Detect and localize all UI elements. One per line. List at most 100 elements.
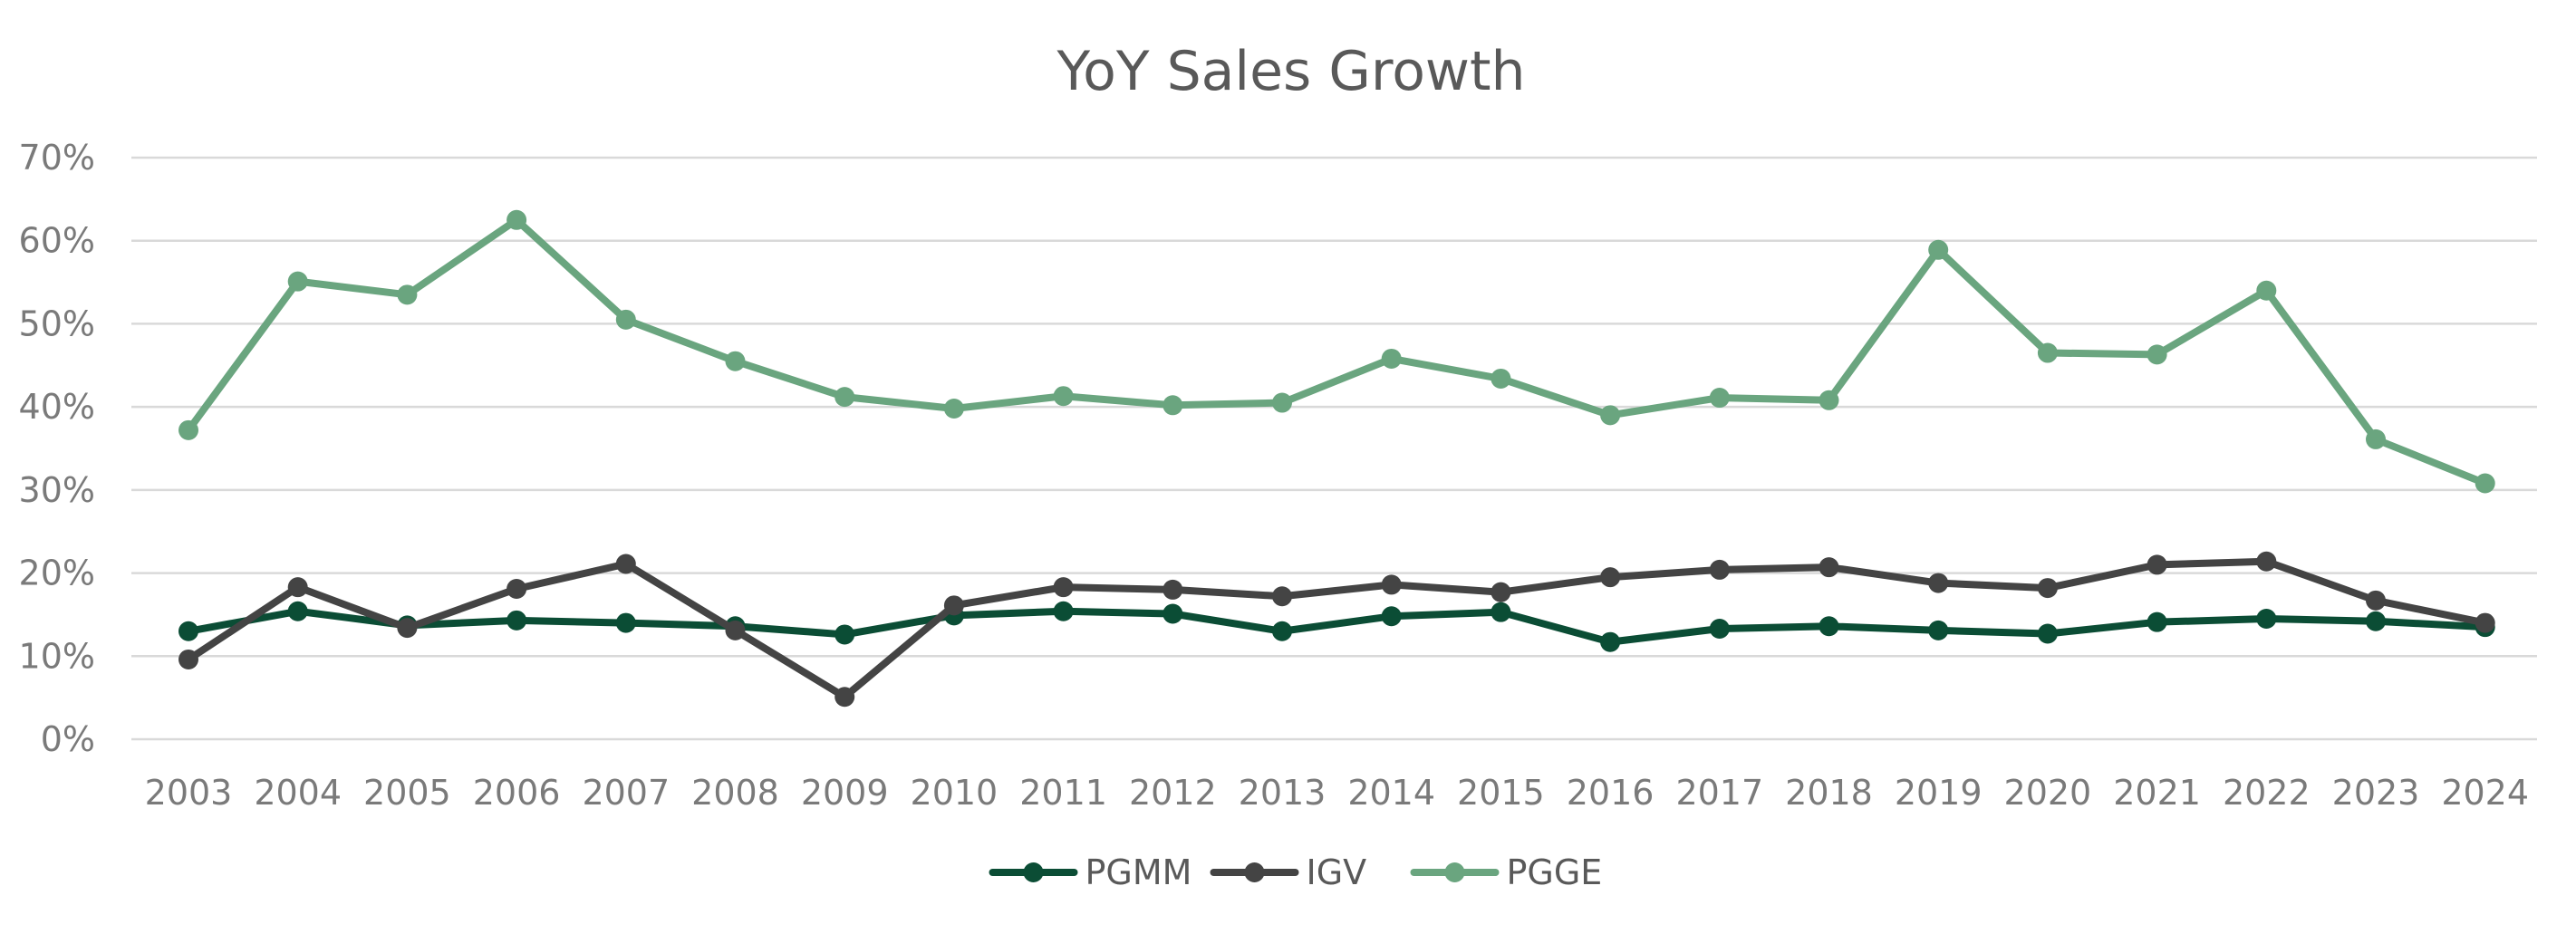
data-point-pgge xyxy=(1272,392,1292,413)
data-point-pgge xyxy=(507,209,527,230)
data-point-pgge xyxy=(1819,390,1839,410)
data-point-pgmm xyxy=(1600,631,1621,652)
x-tick-label: 2020 xyxy=(2004,773,2092,813)
x-tick-label: 2021 xyxy=(2113,773,2201,813)
data-point-igv xyxy=(1381,574,1402,595)
x-tick-label: 2005 xyxy=(363,773,451,813)
data-point-igv xyxy=(2366,590,2386,611)
data-point-igv xyxy=(397,618,418,639)
data-point-pgge xyxy=(2037,342,2058,363)
data-point-pgmm xyxy=(835,624,855,645)
x-tick-label: 2014 xyxy=(1347,773,1435,813)
x-tick-label: 2003 xyxy=(145,773,233,813)
data-point-pgmm xyxy=(1709,619,1730,640)
data-point-pgmm xyxy=(287,601,308,621)
data-point-pgmm xyxy=(1053,601,1074,621)
data-point-igv xyxy=(1053,577,1074,598)
x-tick-label: 2013 xyxy=(1239,773,1327,813)
data-point-igv xyxy=(507,578,527,599)
data-point-pgge xyxy=(615,309,636,330)
x-tick-label: 2022 xyxy=(2223,773,2311,813)
data-point-pgmm xyxy=(1491,602,1511,622)
data-point-pgmm xyxy=(2037,623,2058,644)
series-igv xyxy=(178,551,2495,708)
data-point-igv xyxy=(2147,554,2167,575)
x-tick-label: 2023 xyxy=(2332,773,2420,813)
data-point-pgge xyxy=(1053,386,1074,407)
data-point-pgge xyxy=(2256,280,2277,301)
x-tick-label: 2006 xyxy=(473,773,561,813)
x-tick-label: 2024 xyxy=(2441,773,2529,813)
data-point-igv xyxy=(1928,573,1949,593)
data-point-pgge xyxy=(287,271,308,292)
data-point-pgmm xyxy=(1163,603,1183,624)
legend-item-igv: IGV xyxy=(1210,852,1367,892)
x-axis: 2003 2004 2005 2006 2007 2008 2009 2010 2011 2012… xyxy=(145,773,2529,813)
series-line-pgge xyxy=(185,216,2489,487)
data-point-pgge xyxy=(1709,388,1730,409)
data-point-pgge xyxy=(178,419,198,440)
data-point-igv xyxy=(2256,551,2277,572)
data-point-pgmm xyxy=(1819,616,1839,637)
data-point-pgge xyxy=(397,284,418,305)
data-point-pgge xyxy=(2366,428,2386,449)
data-point-igv xyxy=(943,595,964,616)
data-point-igv xyxy=(1600,567,1621,588)
y-tick-label: 0% xyxy=(41,719,95,759)
data-point-igv xyxy=(1163,579,1183,600)
y-tick-label: 20% xyxy=(19,554,95,593)
data-point-pgmm xyxy=(1272,621,1292,641)
legend-marker-pgmm xyxy=(1023,862,1044,882)
y-tick-label: 50% xyxy=(19,303,95,343)
x-tick-label: 2007 xyxy=(582,773,670,813)
data-point-pgmm xyxy=(507,610,527,631)
data-point-igv xyxy=(2475,612,2495,633)
gridlines xyxy=(131,156,2537,741)
data-point-igv xyxy=(287,577,308,598)
data-point-pgmm xyxy=(1381,606,1402,627)
legend-marker-igv xyxy=(1244,862,1265,882)
x-tick-label: 2009 xyxy=(801,773,889,813)
series-layer xyxy=(178,209,2495,708)
chart-title: YoY Sales Growth xyxy=(1056,40,1525,103)
x-tick-label: 2012 xyxy=(1129,773,1217,813)
x-tick-label: 2004 xyxy=(254,773,342,813)
y-tick-label: 70% xyxy=(19,138,95,178)
x-tick-label: 2017 xyxy=(1675,773,1763,813)
data-point-pgge xyxy=(1928,239,1949,260)
data-point-igv xyxy=(1491,582,1511,602)
data-point-pgmm xyxy=(615,612,636,633)
x-tick-label: 2010 xyxy=(911,773,999,813)
legend-item-pgge: PGGE xyxy=(1410,852,1603,892)
series-pgge xyxy=(178,209,2495,494)
data-point-pgge xyxy=(943,398,964,419)
data-point-pgge xyxy=(2147,344,2167,365)
data-point-pgge xyxy=(1600,405,1621,426)
data-point-igv xyxy=(178,649,198,669)
x-tick-label: 2016 xyxy=(1567,773,1655,813)
x-tick-label: 2018 xyxy=(1785,773,1873,813)
legend: PGMM IGV PGGE xyxy=(989,852,1603,892)
data-point-igv xyxy=(2037,578,2058,599)
data-point-pgge xyxy=(725,351,746,371)
legend-label-pgge: PGGE xyxy=(1507,852,1603,892)
legend-label-pgmm: PGMM xyxy=(1085,852,1192,892)
data-point-pgmm xyxy=(2366,611,2386,631)
series-line-igv xyxy=(185,557,2489,701)
data-point-igv xyxy=(1819,557,1839,578)
y-tick-label: 10% xyxy=(19,636,95,676)
data-point-pgge xyxy=(1491,368,1511,389)
y-tick-label: 60% xyxy=(19,221,95,261)
data-point-pgge xyxy=(835,387,855,408)
y-tick-label: 30% xyxy=(19,470,95,510)
x-tick-label: 2011 xyxy=(1019,773,1107,813)
x-tick-label: 2015 xyxy=(1457,773,1545,813)
data-point-pgmm xyxy=(2147,611,2167,632)
data-point-igv xyxy=(1272,586,1292,607)
series-pgmm xyxy=(178,601,2495,652)
data-point-pgge xyxy=(1163,395,1183,416)
series-line-pgmm xyxy=(185,607,2489,646)
x-tick-label: 2019 xyxy=(1895,773,1983,813)
y-tick-label: 40% xyxy=(19,387,95,427)
legend-label-igv: IGV xyxy=(1307,852,1367,892)
